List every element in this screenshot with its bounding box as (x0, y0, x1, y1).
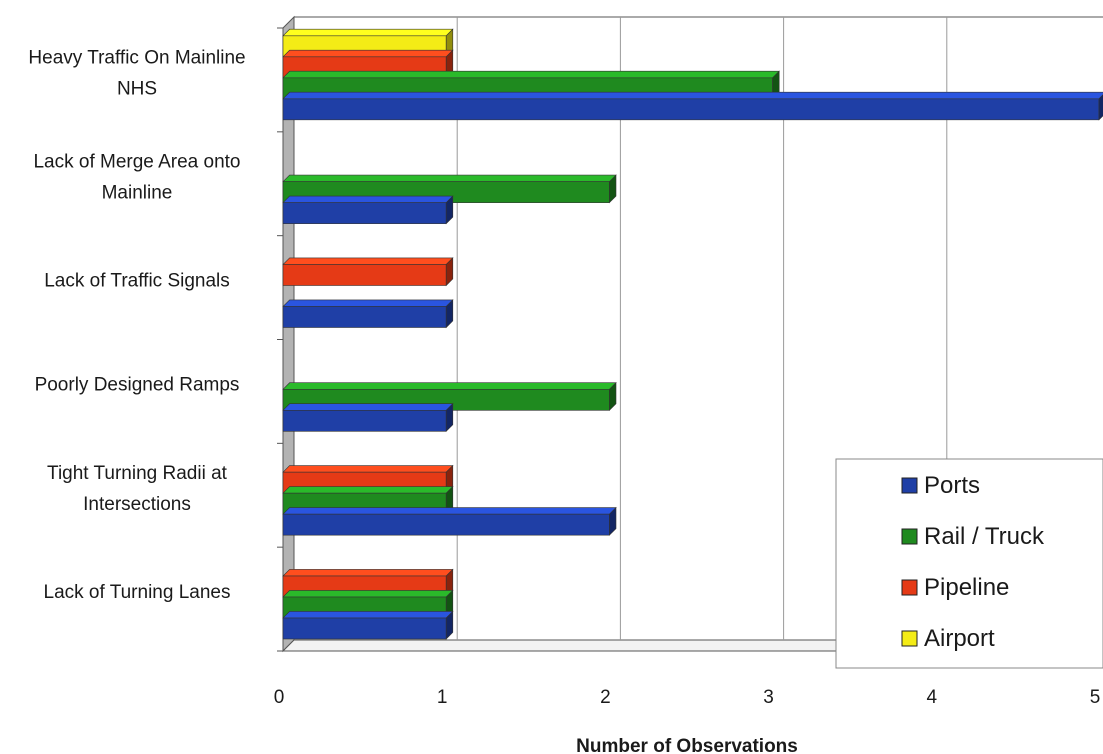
bar-side-face (609, 506, 617, 536)
bar (282, 610, 454, 640)
legend-label: Rail / Truck (924, 523, 1045, 550)
legend-label: Ports (924, 472, 980, 499)
legend-item: Pipeline (901, 574, 1009, 601)
category-label: Heavy Traffic On Mainline NHS (28, 47, 245, 99)
bars (282, 28, 1103, 640)
bar-top-face (282, 465, 454, 473)
bar (282, 195, 454, 225)
bar-side-face (609, 174, 617, 204)
x-tick-label: 5 (1090, 687, 1101, 708)
bar-top-face (282, 611, 454, 619)
bar-top-face (282, 49, 454, 58)
legend-swatch (901, 630, 918, 647)
bar-front-face (282, 617, 447, 640)
bar-top-face (282, 257, 454, 265)
x-axis-title: Number of Observations (576, 736, 798, 754)
bar (282, 506, 617, 536)
legend-swatch (901, 579, 918, 596)
category-label: Lack of Traffic Signals (44, 271, 230, 292)
bar (282, 91, 1103, 121)
category-label: Tight Turning Radii at Intersections (47, 463, 228, 515)
bar-side-face (609, 382, 617, 412)
category-label: Lack of Merge Area onto Mainline (33, 151, 240, 203)
bar-side-face (445, 403, 454, 433)
bar-side-face (445, 299, 454, 329)
bar-top-face (282, 195, 454, 203)
bar-top-face (282, 486, 454, 494)
legend-label: Pipeline (924, 574, 1009, 601)
legend-box (835, 458, 1103, 669)
bar (282, 299, 454, 329)
category-labels: Heavy Traffic On Mainline NHS Lack of Merg… (28, 47, 245, 603)
bar (282, 257, 454, 287)
bar-side-face (445, 610, 454, 640)
bar-top-face (282, 299, 454, 307)
bar-front-face (282, 98, 1100, 121)
bar-top-face (282, 174, 617, 182)
category-label: Poorly Designed Ramps (35, 374, 240, 395)
bar-side-face (1098, 94, 1103, 121)
legend-item: Airport (901, 625, 995, 652)
bar-front-face (282, 202, 447, 224)
bar (282, 403, 454, 433)
bar-side-face (445, 257, 454, 287)
legend-label: Airport (924, 625, 995, 652)
bar-top-face (282, 569, 454, 577)
bar-front-face (282, 264, 447, 286)
x-tick-label: 4 (927, 687, 938, 708)
x-tick-label: 0 (274, 687, 285, 708)
legend-swatch (901, 528, 918, 545)
bar-front-face (282, 306, 447, 328)
legend-swatch (901, 477, 918, 494)
bar-top-face (282, 507, 617, 515)
legend-item: Rail / Truck (901, 523, 1045, 550)
x-tick-label: 1 (437, 687, 448, 708)
legend-item: Ports (901, 472, 980, 499)
x-tick-labels: 0 1 2 3 4 5 (274, 687, 1101, 708)
bar-top-face (282, 590, 454, 598)
bar-front-face (282, 410, 447, 432)
legend: Ports Rail / Truck Pipeline Airport (835, 458, 1103, 669)
bar-top-face (282, 91, 1103, 100)
bar-front-face (282, 513, 610, 536)
bar-top-face (282, 70, 780, 79)
bar-side-face (445, 195, 454, 225)
category-label: Lack of Turning Lanes (44, 582, 231, 603)
bar-top-face (282, 403, 454, 411)
bar-top-face (282, 382, 617, 390)
x-tick-label: 2 (600, 687, 611, 708)
x-tick-label: 3 (763, 687, 774, 708)
bar-top-face (282, 28, 454, 37)
